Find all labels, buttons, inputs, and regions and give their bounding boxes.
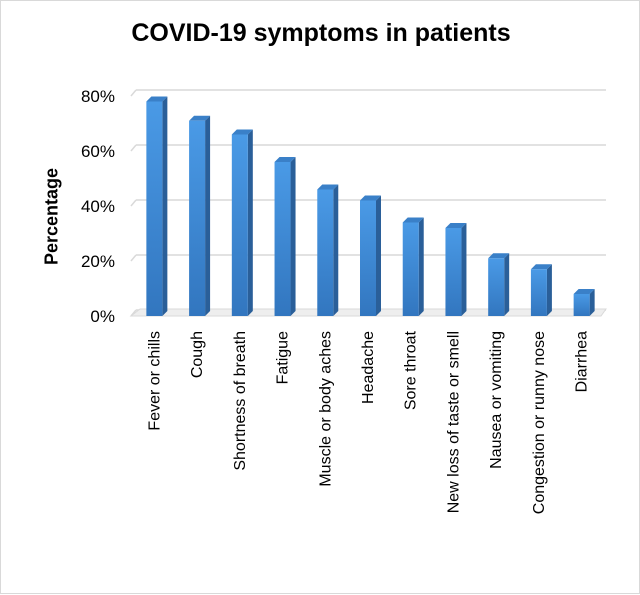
x-tick-label: Muscle or body aches xyxy=(317,331,334,487)
y-tick-label: 80% xyxy=(81,87,115,106)
x-tick-label: New loss of taste or smell xyxy=(445,331,462,513)
bar xyxy=(146,101,163,316)
bar-top xyxy=(146,96,168,102)
x-tick-label: Shortness of breath xyxy=(232,331,249,471)
gridline-slant xyxy=(130,89,137,97)
bar xyxy=(573,294,590,316)
chart-title: COVID-19 symptoms in patients xyxy=(131,19,511,47)
x-tick-label: Sore throat xyxy=(403,330,420,410)
bar xyxy=(402,222,419,316)
bar-side xyxy=(546,264,552,316)
bar xyxy=(488,258,505,316)
x-tick-label: Congestion or runny nose xyxy=(531,331,548,514)
gridline-slant xyxy=(130,144,137,152)
x-tick-label: Nausea or vomiting xyxy=(488,331,505,469)
bar-top xyxy=(573,289,595,294)
gridline-slant xyxy=(130,199,137,207)
bar-top xyxy=(360,195,381,201)
bar xyxy=(445,228,462,316)
bar-side xyxy=(205,115,211,316)
y-tick-label: 40% xyxy=(81,197,115,216)
bar xyxy=(317,189,334,316)
bar-side xyxy=(290,157,296,316)
bar xyxy=(274,162,291,316)
bar-side xyxy=(162,96,168,316)
bar-side xyxy=(461,223,467,316)
gridline-slant xyxy=(130,254,137,262)
x-tick-label: Diarrhea xyxy=(574,331,591,392)
x-tick-label: Headache xyxy=(360,331,377,404)
bar xyxy=(189,120,206,316)
bar-side xyxy=(333,184,339,316)
bar-top xyxy=(317,184,339,190)
bar xyxy=(360,200,376,316)
bar-top xyxy=(274,157,296,162)
x-tick-label: Fever or chills xyxy=(146,331,163,431)
y-tick-label: 0% xyxy=(90,307,115,326)
x-tick-label: Cough xyxy=(189,331,206,378)
bar xyxy=(231,134,248,316)
x-tick-label: Fatigue xyxy=(275,331,292,384)
bar-top xyxy=(189,115,211,121)
bar-top xyxy=(530,264,552,270)
bar-top xyxy=(231,129,253,135)
bar-top xyxy=(445,223,467,228)
bar-side xyxy=(589,289,595,316)
y-tick-label: 20% xyxy=(81,252,115,271)
y-tick-label: 60% xyxy=(81,142,115,161)
bar-side xyxy=(504,253,510,316)
bar-side xyxy=(376,195,381,316)
bar-side xyxy=(247,129,253,316)
bar xyxy=(530,269,547,316)
bar-top xyxy=(402,217,424,223)
bar-top xyxy=(488,253,510,259)
bar-side xyxy=(418,217,424,316)
